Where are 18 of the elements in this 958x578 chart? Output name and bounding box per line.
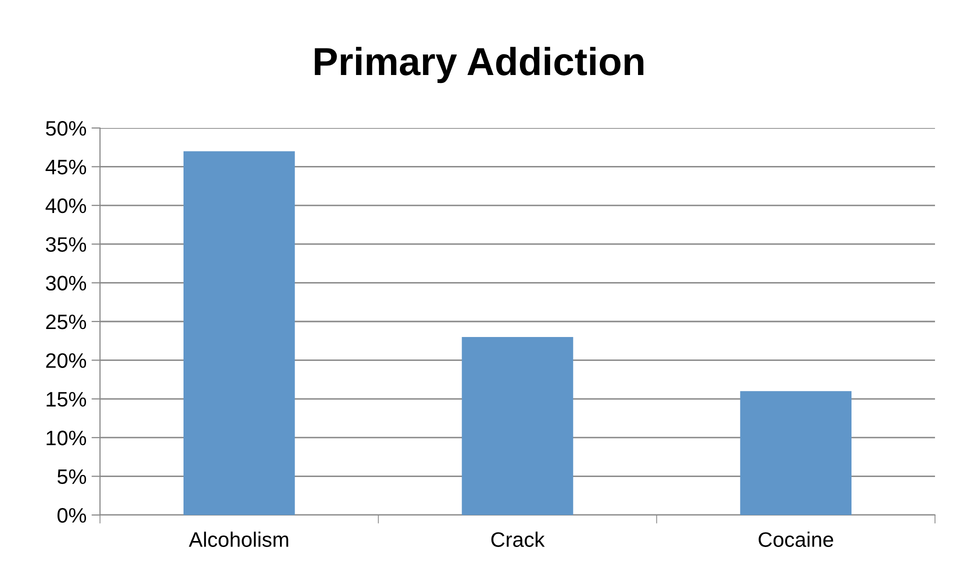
y-tick-label: 5% [58,469,86,484]
y-tick-label: 50% [46,121,86,136]
y-tick-label: 40% [46,198,86,214]
y-tick-label: 15% [46,392,86,407]
bar [184,151,295,515]
chart-title: Primary Addiction [314,46,644,84]
bar [462,336,574,515]
x-tick-label: Cocaine [758,532,834,547]
y-tick-label: 25% [46,314,86,330]
bar [740,391,852,515]
y-tick-label: 35% [46,237,86,252]
y-tick-label: 0% [58,508,86,523]
x-tick-label: Crack [491,532,545,547]
y-tick-label: 20% [46,353,86,368]
y-tick-label: 10% [46,430,86,446]
x-tick-label: Alcoholism [188,532,288,547]
y-tick-label: 45% [46,160,86,174]
y-tick-label: 30% [46,276,86,291]
